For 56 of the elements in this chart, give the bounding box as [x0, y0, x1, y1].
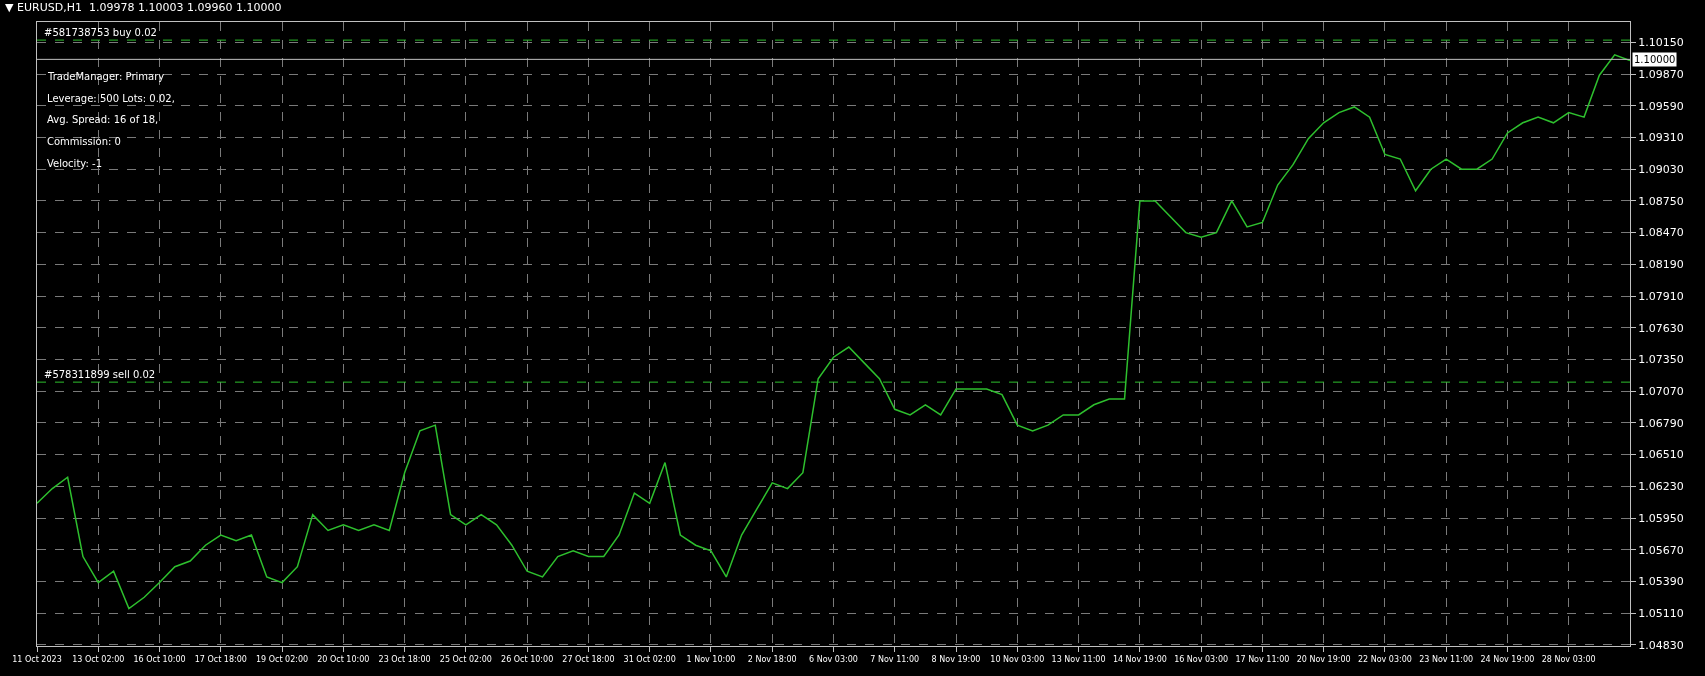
- x-tick-label: 28 Nov 03:00: [1541, 654, 1596, 664]
- y-tick-label: 1.05950: [1638, 511, 1684, 525]
- y-tick-label: 1.09870: [1638, 67, 1684, 81]
- ref-line-label: 1.10000: [1634, 54, 1676, 65]
- x-tick-label: 16 Oct 10:00: [133, 654, 186, 664]
- chart-title: ▼ EURUSD,H1 1.09978 1.10003 1.09960 1.10000: [5, 1, 282, 15]
- x-tick-label: 19 Oct 02:00: [256, 654, 309, 664]
- x-tick-label: 14 Nov 19:00: [1112, 654, 1167, 664]
- x-tick-label: 10 Nov 03:00: [990, 654, 1045, 664]
- annotation: TradeManager: Primary: [47, 71, 165, 82]
- y-tick-label: 1.08190: [1638, 258, 1684, 272]
- line-series: [37, 54, 1630, 610]
- x-tick-label: 22 Nov 03:00: [1357, 654, 1412, 664]
- x-tick-label: 16 Nov 03:00: [1174, 654, 1229, 664]
- x-tick-label: 2 Nov 18:00: [747, 654, 797, 664]
- x-tick-label: 23 Oct 18:00: [378, 654, 431, 664]
- x-tick-label: 11 Oct 2023: [12, 654, 62, 664]
- y-tick-label: 1.05670: [1638, 543, 1684, 557]
- y-tick-label: 1.07630: [1638, 321, 1684, 335]
- ref-line-label: #578311899 sell 0.02: [44, 369, 156, 380]
- x-tick-label: 27 Oct 18:00: [562, 654, 615, 664]
- y-tick-label: 1.09590: [1638, 99, 1684, 113]
- x-tick-label: 17 Oct 18:00: [194, 654, 247, 664]
- y-tick-label: 1.07070: [1638, 385, 1684, 399]
- x-tick-label: 8 Nov 19:00: [931, 654, 981, 664]
- y-tick-label: 1.09310: [1638, 131, 1684, 145]
- y-tick-label: 1.05110: [1638, 607, 1684, 621]
- x-tick-label: 20 Nov 19:00: [1296, 654, 1351, 664]
- x-tick-label: 6 Nov 03:00: [809, 654, 858, 664]
- x-tick-label: 1 Nov 10:00: [686, 654, 736, 664]
- annotation: Commission: 0: [47, 136, 121, 147]
- x-tick-label: 25 Oct 02:00: [439, 654, 492, 664]
- x-tick-label: 7 Nov 11:00: [870, 654, 920, 664]
- annotation: Avg. Spread: 16 of 18,: [47, 114, 159, 125]
- y-tick-label: 1.07350: [1638, 353, 1684, 367]
- y-tick-label: 1.06510: [1638, 448, 1684, 462]
- y-tick-label: 1.05390: [1638, 575, 1684, 589]
- y-tick-label: 1.10150: [1638, 36, 1684, 50]
- x-tick-label: 13 Oct 02:00: [72, 654, 125, 664]
- y-tick-label: 1.09030: [1638, 163, 1684, 177]
- y-tick-label: 1.06230: [1638, 480, 1684, 494]
- annotation: Velocity: -1: [47, 158, 103, 169]
- y-tick-label: 1.06790: [1638, 416, 1684, 430]
- x-tick-label: 20 Oct 10:00: [317, 654, 370, 664]
- y-tick-label: 1.08470: [1638, 226, 1684, 240]
- y-tick-label: 1.07910: [1638, 289, 1684, 303]
- x-tick-label: 26 Oct 10:00: [501, 654, 554, 664]
- y-tick-label: 1.08750: [1638, 194, 1684, 208]
- x-tick-label: 13 Nov 11:00: [1051, 654, 1106, 664]
- annotation: Leverage: 500 Lots: 0.02,: [47, 93, 175, 104]
- x-tick-label: 24 Nov 19:00: [1480, 654, 1535, 664]
- y-tick-label: 1.04830: [1638, 638, 1684, 652]
- x-tick-label: 17 Nov 11:00: [1235, 654, 1290, 664]
- x-tick-label: 23 Nov 11:00: [1419, 654, 1474, 664]
- x-tick-label: 31 Oct 02:00: [623, 654, 676, 664]
- ref-line-label: #581738753 buy 0.02: [44, 27, 157, 38]
